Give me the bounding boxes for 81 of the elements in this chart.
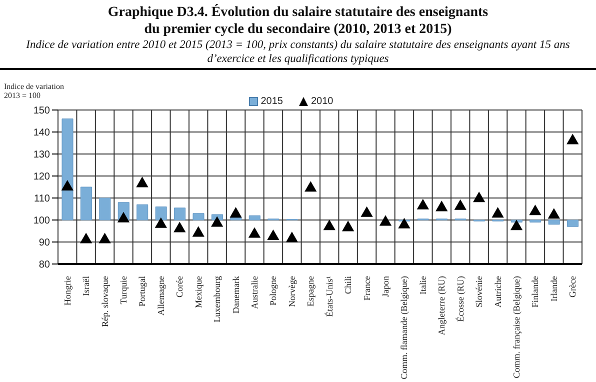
point — [154, 217, 168, 228]
y-tick-label: 120 — [33, 172, 50, 183]
x-tick-label: Turquie — [118, 276, 128, 304]
bar — [567, 220, 579, 227]
x-tick-label: Espagne — [306, 276, 316, 306]
x-tick-label: Rép. slovaque — [100, 276, 110, 327]
legend-label: 2010 — [310, 96, 334, 107]
point — [342, 220, 354, 232]
point — [492, 207, 504, 218]
point — [454, 199, 466, 210]
point — [379, 215, 392, 226]
y-tick-label: 100 — [33, 216, 50, 227]
x-tick-label: Corée — [174, 276, 185, 298]
point — [566, 134, 579, 144]
x-tick-label: États-Unis¹ — [324, 276, 334, 317]
point — [210, 216, 224, 227]
x-tick-label: Luxembourg — [212, 276, 222, 322]
x-tick-label: Norvège — [286, 276, 297, 307]
point — [267, 229, 280, 240]
x-tick-label: Israël — [81, 276, 92, 296]
point — [136, 176, 148, 188]
x-tick-label: Finlande — [530, 276, 540, 308]
x-tick-label: Angleterre (RU) — [436, 276, 447, 336]
x-tick-label: Portugal — [137, 276, 148, 306]
point — [230, 207, 242, 218]
point — [174, 222, 186, 232]
x-tick-label: Hongrie — [62, 276, 72, 306]
bar — [99, 198, 111, 220]
bar — [530, 220, 542, 222]
chart-title: Graphique D3.4. Évolution du salaire statutaire des enseignants du premier cycle du secondaire (2010, 2013 et 2015) — [106, 3, 490, 38]
point — [286, 232, 298, 242]
bar — [192, 213, 204, 220]
bar — [136, 204, 148, 220]
x-tick-label: Danemark — [230, 276, 241, 314]
point — [192, 226, 204, 237]
y-tick-label: 150 — [33, 106, 50, 117]
point — [323, 220, 336, 230]
point — [416, 198, 430, 210]
x-tick-label: Écosse (RU) — [455, 276, 466, 322]
bar — [155, 206, 167, 220]
point — [548, 208, 560, 219]
chart-subtitle: Indice de variation entre 2010 et 2015 (2013 = 100, prix constants) du salaire statutaire des enseignants ayant 15 ans d’exercice et les qualifications typiques — [0, 38, 596, 70]
x-tick-label: Japon — [380, 276, 390, 297]
bar — [80, 186, 92, 220]
y-axis-title: Indice de variation 2013 = 100 — [4, 82, 65, 100]
point — [529, 204, 542, 216]
x-tick-label: Grèce — [568, 276, 578, 298]
bar — [62, 118, 74, 220]
point — [436, 200, 448, 212]
x-tick-label: Comm. française (Belgique) — [512, 276, 522, 378]
bar — [174, 208, 186, 220]
x-tick-label: Mexique — [193, 276, 204, 308]
point — [472, 192, 486, 202]
x-tick-label: Autriche — [492, 276, 503, 308]
y-tick-label: 80 — [38, 260, 50, 271]
x-tick-label: Irlande — [548, 276, 559, 302]
point — [248, 227, 261, 238]
x-tick-label: Pologne — [268, 276, 278, 306]
x-tick-label: Slovénie — [474, 276, 484, 308]
bar — [230, 218, 242, 220]
x-tick-label: Chili — [343, 276, 354, 294]
y-tick-label: 110 — [34, 194, 50, 205]
point — [98, 232, 111, 244]
bar — [248, 215, 260, 220]
x-tick-label: Australie — [250, 276, 260, 309]
x-tick-label: Allemagne — [156, 276, 166, 316]
point — [510, 220, 523, 230]
y-tick-label: 140 — [33, 128, 50, 139]
legend-label: 2015 — [260, 96, 283, 107]
x-tick-label: Italie — [418, 276, 428, 294]
x-tick-label: Comm. flamande (Belgique) — [399, 276, 410, 380]
point — [304, 181, 317, 192]
point — [360, 206, 373, 217]
point — [61, 180, 74, 191]
y-tick-label: 130 — [33, 150, 50, 161]
point — [80, 232, 92, 244]
point — [398, 218, 410, 228]
point — [117, 212, 130, 222]
bar — [548, 220, 560, 225]
x-tick-label: France — [362, 276, 372, 300]
y-tick-label: 90 — [38, 238, 50, 249]
